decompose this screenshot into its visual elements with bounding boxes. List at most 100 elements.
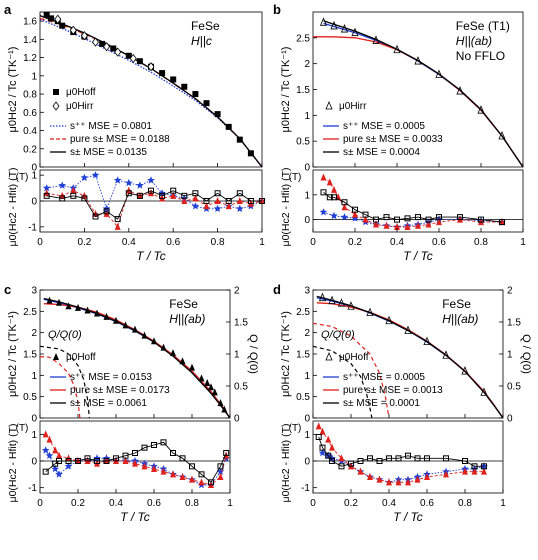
- residual-unit-label: (T): [289, 172, 302, 183]
- residual-point: [170, 187, 177, 194]
- residual-point: [114, 222, 121, 230]
- fit-curve: [323, 20, 524, 168]
- residual-point: [160, 439, 167, 446]
- y-axis-label: μ0Hc2 / Tc (TK⁻¹): [7, 47, 19, 133]
- residual-point: [443, 455, 449, 462]
- data-point: [141, 331, 148, 339]
- residual-point: [59, 191, 66, 199]
- residual-point: [478, 216, 484, 223]
- residual-point: [386, 478, 392, 486]
- data-point: [59, 22, 66, 29]
- legend-label: μ0Hoff: [339, 352, 369, 363]
- x-axis-label: T / Tc: [120, 510, 150, 524]
- data-point: [225, 123, 232, 130]
- residual-point: [331, 194, 337, 201]
- residual-point: [404, 215, 411, 222]
- residual-point: [103, 208, 110, 215]
- residual-point: [326, 178, 333, 186]
- residual-point: [214, 197, 221, 204]
- y-tick-label: 1: [304, 371, 310, 382]
- q-curve: [312, 345, 373, 419]
- residual-point: [114, 216, 121, 223]
- residual-curve: [45, 441, 227, 483]
- data-point: [94, 309, 100, 317]
- residual-point: [471, 463, 478, 470]
- data-point: [151, 337, 157, 345]
- residual-point: [425, 216, 432, 223]
- residual-point: [141, 444, 148, 451]
- residual-point: [94, 458, 100, 464]
- residual-point: [319, 444, 326, 451]
- residual-curve: [318, 436, 484, 467]
- residual-point: [383, 221, 390, 229]
- residual-point: [192, 194, 199, 202]
- residual-point: [259, 198, 265, 204]
- panel-title: FeSe: [169, 297, 198, 311]
- residual-point: [55, 470, 63, 478]
- residual-point: [214, 190, 221, 197]
- residual-point: [223, 450, 230, 456]
- residual-point: [404, 223, 411, 231]
- residual-point: [367, 455, 373, 462]
- x-tick-label: 0: [310, 237, 316, 248]
- y-tick-label: 1.2: [23, 53, 37, 64]
- residual-point: [362, 211, 369, 218]
- x-tick-label: 1: [520, 237, 526, 248]
- legend-label: pure s± MSE = 0.0033: [343, 134, 443, 145]
- residual-point: [136, 181, 144, 189]
- residual-point: [70, 192, 77, 199]
- residual-point: [320, 189, 327, 196]
- y-right-tick-label: 0.5: [507, 382, 521, 393]
- residual-y-tick-label: 1: [304, 190, 310, 201]
- residual-point: [331, 185, 337, 193]
- residual-point: [457, 215, 463, 223]
- residual-point: [499, 219, 505, 226]
- residual-point: [236, 190, 243, 197]
- residual-point: [52, 446, 59, 454]
- q-label: Q/Q(0): [48, 329, 82, 341]
- residual-point: [395, 455, 402, 462]
- residual-point: [325, 435, 332, 443]
- residual-point: [179, 473, 186, 480]
- residual-point: [65, 454, 72, 462]
- legend-label: s± MSE = 0.0061: [70, 398, 147, 409]
- residual-point: [141, 462, 148, 470]
- residual-point: [357, 458, 364, 464]
- residual-y-tick-label: 0: [31, 457, 37, 468]
- residual-y-tick-label: -1: [301, 483, 310, 494]
- residual-point: [329, 443, 335, 451]
- residual-point: [58, 181, 66, 189]
- data-point: [84, 306, 91, 314]
- y-tick-label: 3: [304, 286, 310, 297]
- x-tick-label: 0.4: [382, 498, 396, 509]
- residual-point: [315, 434, 322, 440]
- y-right-axis-label: Q / Q(0): [247, 334, 259, 374]
- residual-point: [443, 470, 449, 478]
- residual-point: [462, 467, 468, 475]
- x-tick-label: 0.6: [432, 237, 446, 248]
- data-point: [56, 298, 62, 306]
- panel-title: FeSe: [191, 19, 220, 33]
- data-point: [208, 383, 214, 391]
- data-point: [351, 27, 359, 37]
- residual-point: [217, 463, 224, 470]
- x-tick-label: 0.8: [474, 237, 488, 248]
- legend-label: s⁺⁺ MSE = 0.0153: [70, 372, 152, 383]
- y-right-axis-label: Q / Q(0): [520, 334, 532, 374]
- residual-point: [341, 199, 348, 206]
- data-point: [92, 37, 99, 47]
- residual-curve: [46, 190, 263, 228]
- panel-label-d: d: [273, 282, 281, 297]
- y-right-tick-label: 0: [507, 414, 513, 425]
- residual-point: [43, 192, 50, 199]
- residual-point: [93, 454, 101, 462]
- data-point: [203, 100, 210, 107]
- residual-point: [42, 468, 49, 475]
- residual-point: [395, 478, 402, 486]
- panel-a: 0 0.2 0.4 0.6 0.8 1 1.2 1.4 1.6 μ0Hc2 / Tc (TK⁻¹)…: [7, 11, 266, 263]
- data-point: [69, 25, 77, 35]
- data-point: [132, 325, 138, 333]
- residual-point: [425, 220, 432, 228]
